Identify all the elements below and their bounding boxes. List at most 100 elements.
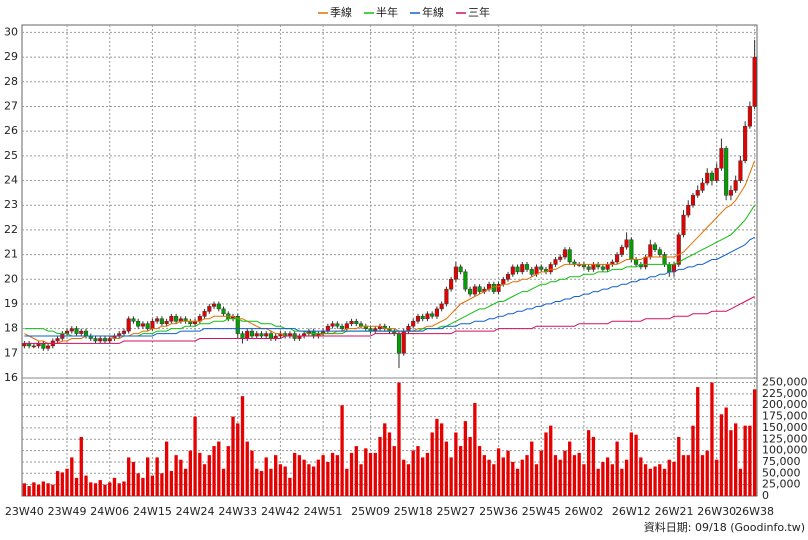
candle-body [681,214,686,236]
candle-body [145,323,150,329]
volume-bar [364,448,368,496]
volume-bar [41,481,45,496]
volume-bar [311,466,316,496]
volume-bar [520,459,524,496]
volume-bar [610,464,615,496]
candle-body [93,338,98,342]
candle-body [136,320,141,327]
volume-bar [245,441,249,496]
x-tick-label: 26W38 [735,505,774,518]
y2-tick-label: 0 [762,489,769,502]
y-tick-label: 30 [4,25,18,38]
volume-bar [477,446,482,496]
volume-bar [236,423,240,496]
ma-line [24,160,756,344]
candle-body [259,333,264,337]
volume-bar [340,405,344,496]
candle-body [349,320,354,324]
candle-body [520,264,525,273]
candle-body [202,311,207,317]
volume-bar [582,464,586,496]
volume-bar [164,441,169,496]
volume-bar [511,461,515,496]
y2-tick-label: 200,000 [762,398,808,411]
volume-bar [643,464,648,496]
x-tick-label: 25W45 [522,505,561,518]
volume-bar [60,472,64,496]
y-tick-label: 21 [4,248,18,261]
volume-bar [131,461,136,496]
volume-bar [639,457,643,496]
ma-line [24,296,755,344]
candle-body [235,316,240,334]
volume-bar [440,423,444,496]
volume-bar [283,466,287,496]
volume-bar [378,437,382,496]
candle-body [41,343,46,349]
volume-bar [672,461,676,496]
volume-bar [677,437,681,496]
candle-body [268,333,274,339]
volume-bar [98,480,102,496]
candle-body [245,330,250,339]
volume-bar [188,450,192,496]
volume-bar [373,452,377,496]
candle-body [505,274,511,280]
volume-bar [27,486,31,496]
candle-body [634,259,639,265]
volume-bar [710,382,714,496]
volume-bar [79,437,83,496]
y-tick-label: 16 [4,371,18,384]
y-tick-label: 17 [4,346,18,359]
candle-body [425,313,430,320]
volume-bar [624,459,629,496]
volume-bar [226,446,230,496]
candle-body [733,180,738,191]
candle-body [159,318,164,324]
x-tick-label: 24W24 [176,505,215,518]
candle-body [102,338,108,342]
candle-body [652,244,658,250]
candle-body [567,249,572,263]
candle-body [211,303,217,307]
x-tick-label: 24W33 [218,505,257,518]
volume-bar [288,477,292,496]
volume-bar [354,446,358,496]
volume-bar [22,483,27,496]
candle-body [463,271,468,290]
volume-bar [662,468,667,496]
volume-bar [449,457,453,496]
candle-body [472,286,477,295]
x-tick-label: 25W36 [479,505,518,518]
volume-bar [335,455,339,496]
candle-body [444,288,449,305]
volume-bar [160,473,164,496]
candle-body [453,266,458,280]
candle-body [586,266,591,270]
volume-bar [416,446,420,496]
volume-bar [506,450,510,496]
legend-label: 半年 [376,5,398,19]
volume-bar [572,455,577,496]
volume-bar [648,468,652,496]
candle-body [643,256,648,268]
candle-body [121,330,127,334]
volume-bar [568,441,572,496]
y-tick-label: 22 [4,223,18,236]
volume-bar [691,425,695,496]
volume-bar [150,475,155,496]
volume-bar [496,448,501,496]
volume-bar [136,473,140,496]
candle-body [491,283,496,292]
volume-bar [250,450,254,496]
volume-bar [202,464,207,496]
candle-body [83,330,89,337]
candle-body [662,254,667,265]
candle-body [624,239,629,248]
candle-body [411,320,416,327]
volume-bar [392,446,396,496]
candle-body [496,283,501,292]
candle-body [548,264,553,273]
volume-bar [738,468,743,496]
